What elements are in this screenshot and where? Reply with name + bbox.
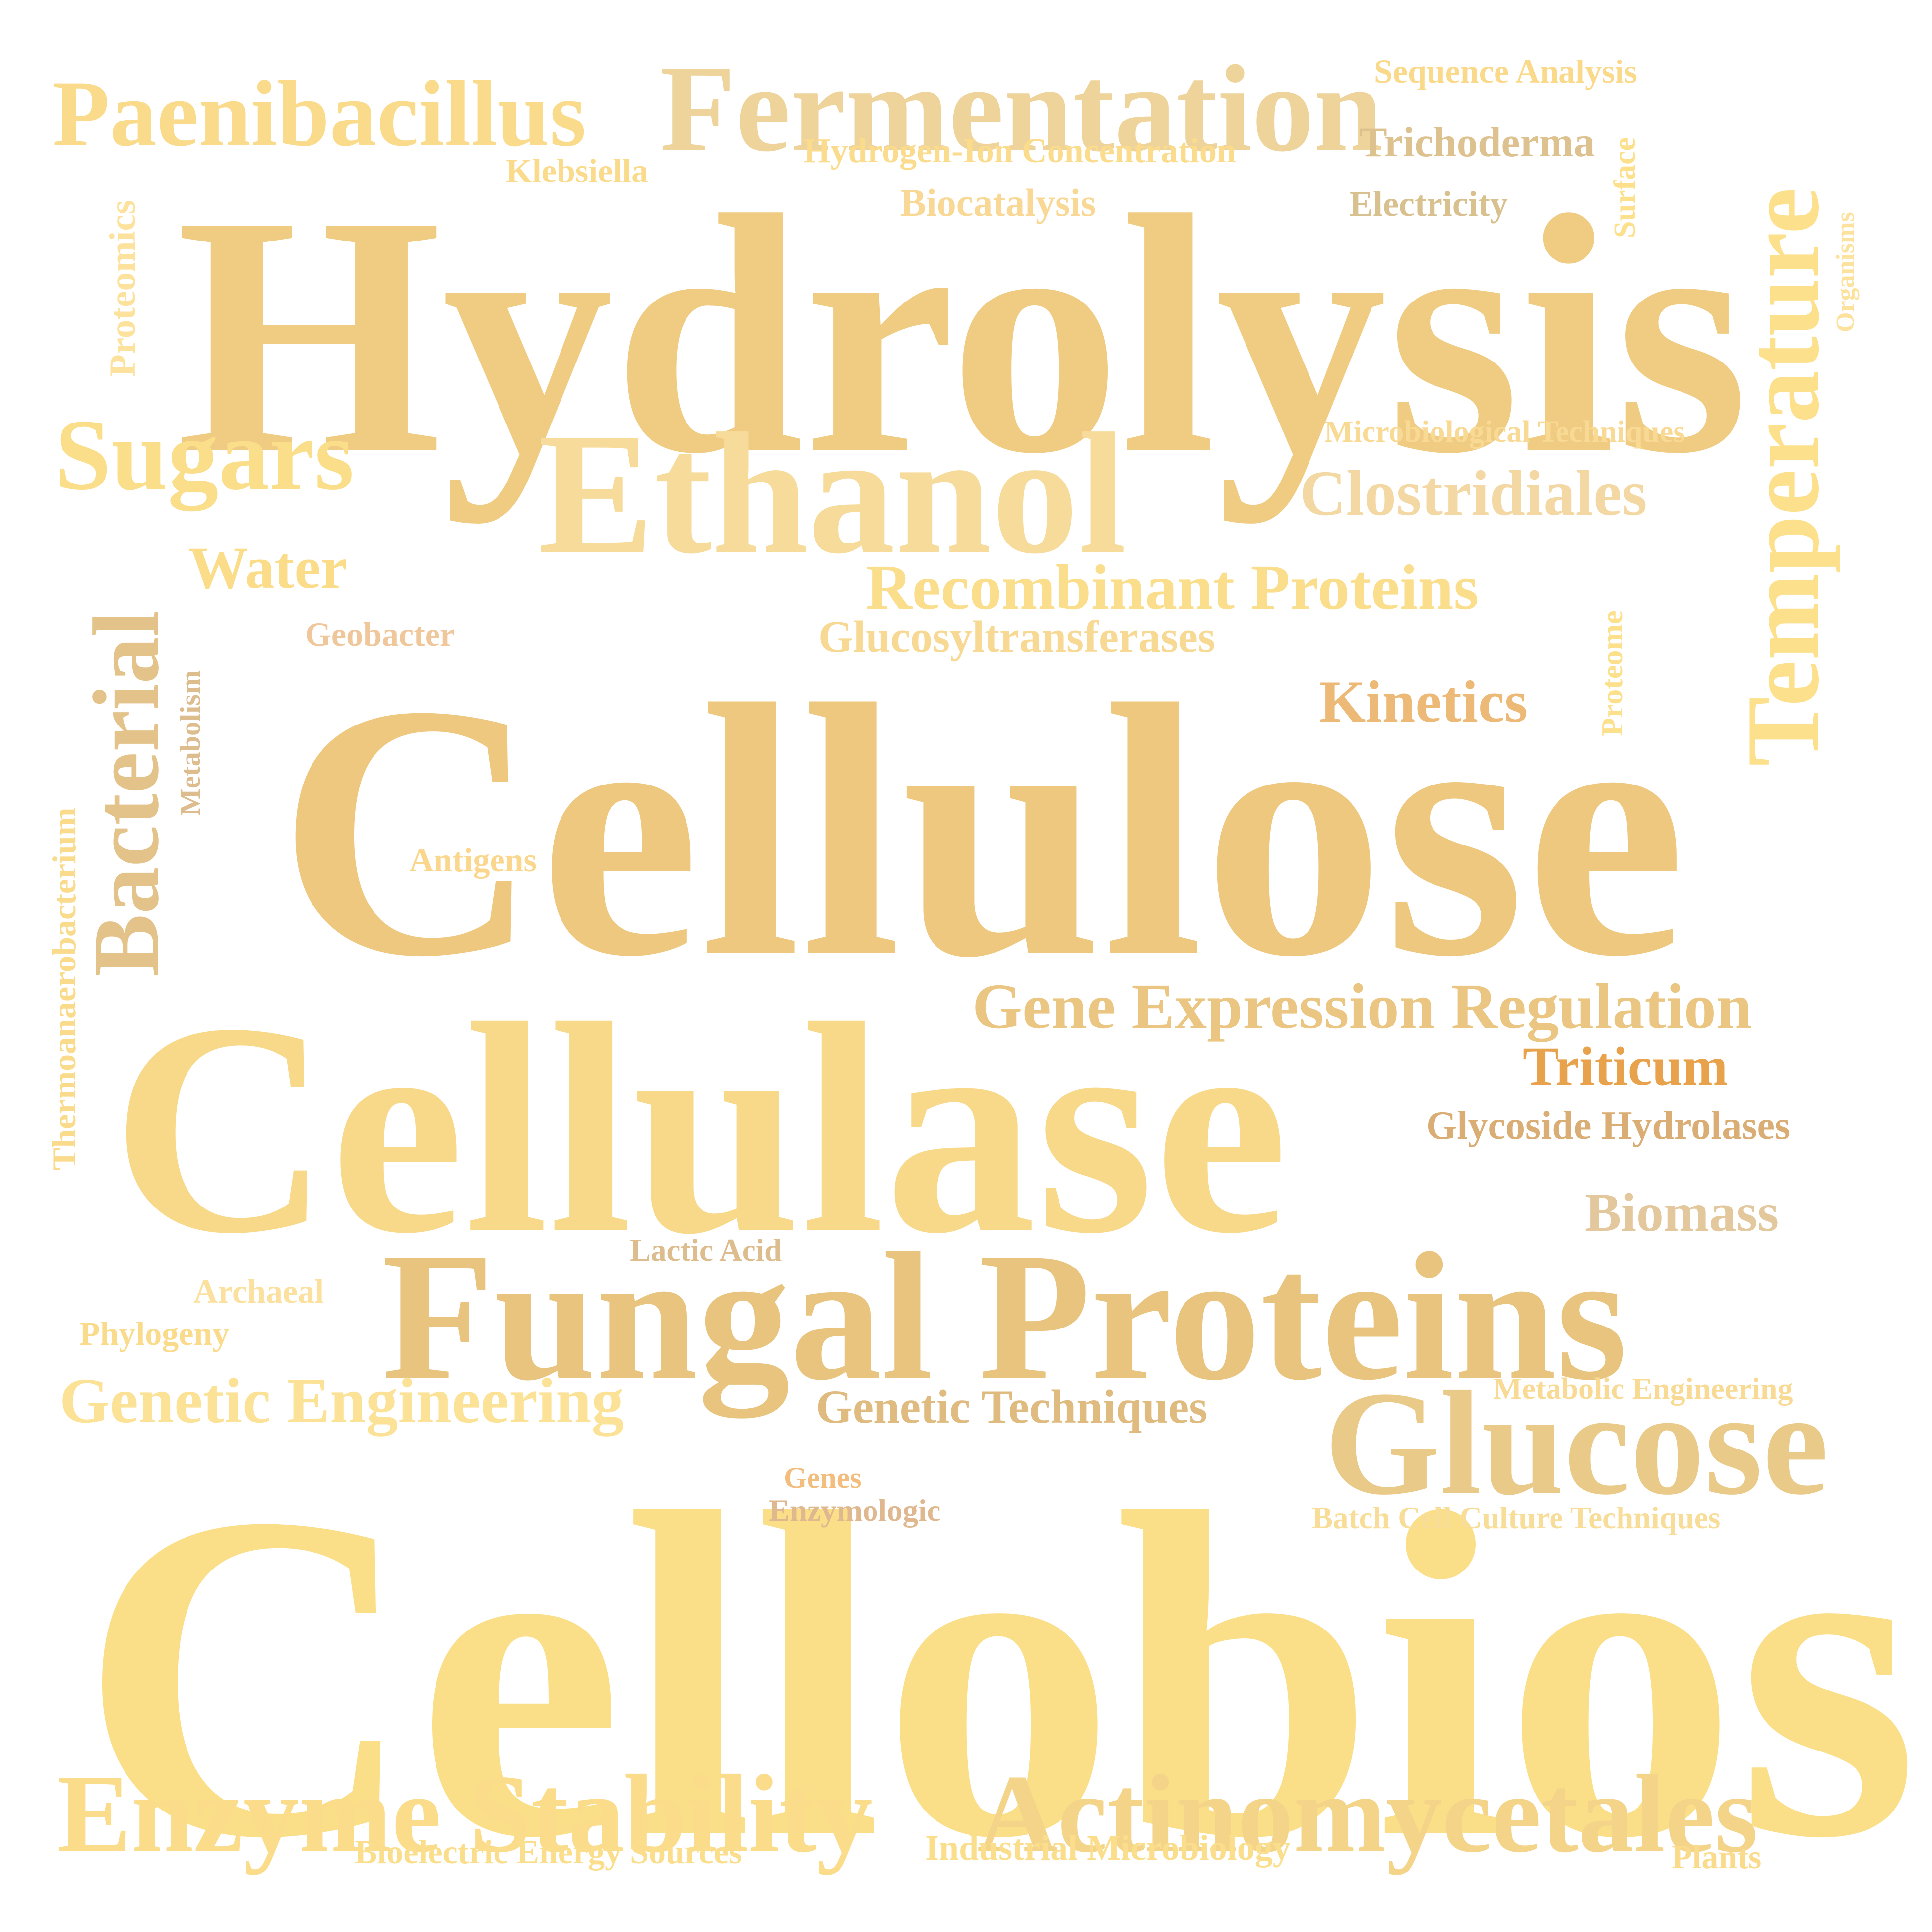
word-fermentation: Fermentation <box>660 40 1383 178</box>
word-water: Water <box>188 535 347 601</box>
word-genes: Genes <box>784 1461 862 1494</box>
word-cellulose: Cellulose <box>278 630 1686 1031</box>
word-proteome: Proteome <box>1596 610 1629 736</box>
word-glycoside-hydrolases: Glycoside Hydrolases <box>1426 1104 1791 1147</box>
word-sugars: Sugars <box>55 399 354 511</box>
word-antigens: Antigens <box>409 841 537 879</box>
word-triticum: Triticum <box>1523 1036 1728 1096</box>
word-klebsiella: Klebsiella <box>506 152 649 189</box>
word-sequence-analysis: Sequence Analysis <box>1374 53 1637 90</box>
word-genetic-engineering: Genetic Engineering <box>60 1365 624 1437</box>
word-recombinant-proteins: Recombinant Proteins <box>866 552 1479 623</box>
word-cellulase: Cellulase <box>112 961 1289 1296</box>
word-thermoanaerobacterium: Thermoanaerobacterium <box>45 807 83 1171</box>
word-paenibacillus: Paenibacillus <box>52 62 586 166</box>
word-industrial-microbiology: Industrial Microbiology <box>925 1828 1291 1868</box>
word-metabolic-engineering: Metabolic Engineering <box>1493 1372 1793 1406</box>
word-lactic-acid: Lactic Acid <box>630 1233 782 1268</box>
word-metabolism: Metabolism <box>174 670 206 816</box>
word-glucose: Glucose <box>1324 1361 1829 1525</box>
word-kinetics: Kinetics <box>1319 668 1528 734</box>
word-hydrogen-ion-concentration: Hydrogen-Ion Concentration <box>804 132 1236 170</box>
word-bacterial: Bacterial <box>74 610 179 977</box>
word-electricity: Electricity <box>1349 184 1508 224</box>
word-bioelectric-energy-sources: Bioelectric Energy Sources <box>355 1833 742 1871</box>
word-ethanol: Ethanol <box>538 397 1127 590</box>
word-temperature: Temperature <box>1726 187 1841 766</box>
word-cellobiose: Cellobiose <box>79 1418 1932 1932</box>
word-genetic-techniques: Genetic Techniques <box>816 1381 1208 1433</box>
word-batch-cell-culture-techniques: Batch Cell Culture Techniques <box>1312 1501 1721 1535</box>
word-biocatalysis: Biocatalysis <box>900 181 1096 224</box>
word-geobacter: Geobacter <box>305 615 455 653</box>
word-microbiological-techniques: Microbiological Techniques <box>1324 415 1685 449</box>
word-hydrolysis: Hydrolysis <box>176 145 1748 524</box>
word-phylogeny: Phylogeny <box>79 1315 230 1352</box>
word-fungal-proteins: Fungal Proteins <box>382 1215 1628 1418</box>
word-clostridiales: Clostridiales <box>1300 458 1647 529</box>
word-proteomics: Proteomics <box>102 200 143 377</box>
word-gene-expression-regulation: Gene Expression Regulation <box>972 971 1752 1042</box>
word-glucosyltransferases: Glucosyltransferases <box>818 612 1215 662</box>
word-plants: Plants <box>1672 1838 1762 1875</box>
word-actinomycetales: Actinomycetales <box>977 1751 1758 1875</box>
word-archaeal: Archaeal <box>193 1272 324 1310</box>
word-organisms: Organisms <box>1831 212 1860 332</box>
word-enzyme-stability: Enzyme Stability <box>57 1751 873 1875</box>
word-surface: Surface <box>1608 137 1642 238</box>
word-trichoderma: Trichoderma <box>1359 119 1595 166</box>
word-enzymologic: Enzymologic <box>769 1493 941 1528</box>
word-biomass: Biomass <box>1585 1182 1779 1243</box>
